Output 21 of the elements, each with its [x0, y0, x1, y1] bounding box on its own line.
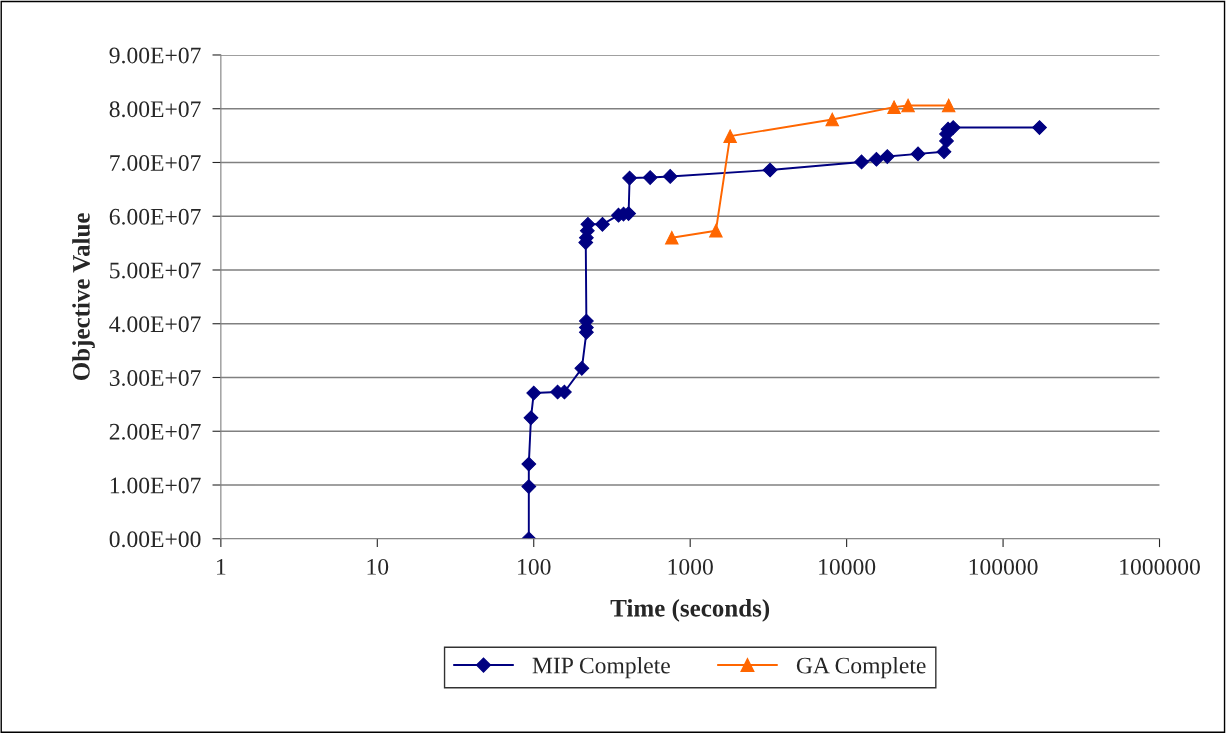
y-tick-label: 5.00E+07 [110, 262, 201, 279]
y-tick-label: 0.00E+00 [109, 531, 201, 548]
y-tick-label: 6.00E+07 [109, 208, 201, 225]
x-tick-label: 1000000 [1120, 558, 1200, 575]
y-tick-label: 4.00E+07 [109, 316, 201, 333]
y-tick-label: 1.00E+07 [110, 477, 201, 494]
x-tick-label: 1 [217, 559, 226, 575]
x-axis-title: Time (seconds) [610, 599, 770, 622]
y-tick-label: 3.00E+07 [109, 369, 201, 387]
x-tick-label: 100 [518, 558, 551, 575]
y-tick-label: 2.00E+07 [109, 423, 201, 440]
x-tick-label: 10 [367, 558, 389, 575]
x-tick-label: 1000 [668, 558, 713, 575]
legend-label: MIP Complete [532, 656, 670, 679]
y-tick-label: 7.00E+07 [110, 154, 201, 172]
y-tick-label: 8.00E+07 [109, 101, 201, 118]
x-tick-label: 100000 [969, 558, 1038, 575]
y-tick-label: 9.00E+07 [109, 47, 201, 64]
legend-label: GA Complete [796, 656, 926, 679]
y-axis-title: Objective Value [72, 213, 95, 381]
x-tick-label: 10000 [819, 558, 876, 575]
